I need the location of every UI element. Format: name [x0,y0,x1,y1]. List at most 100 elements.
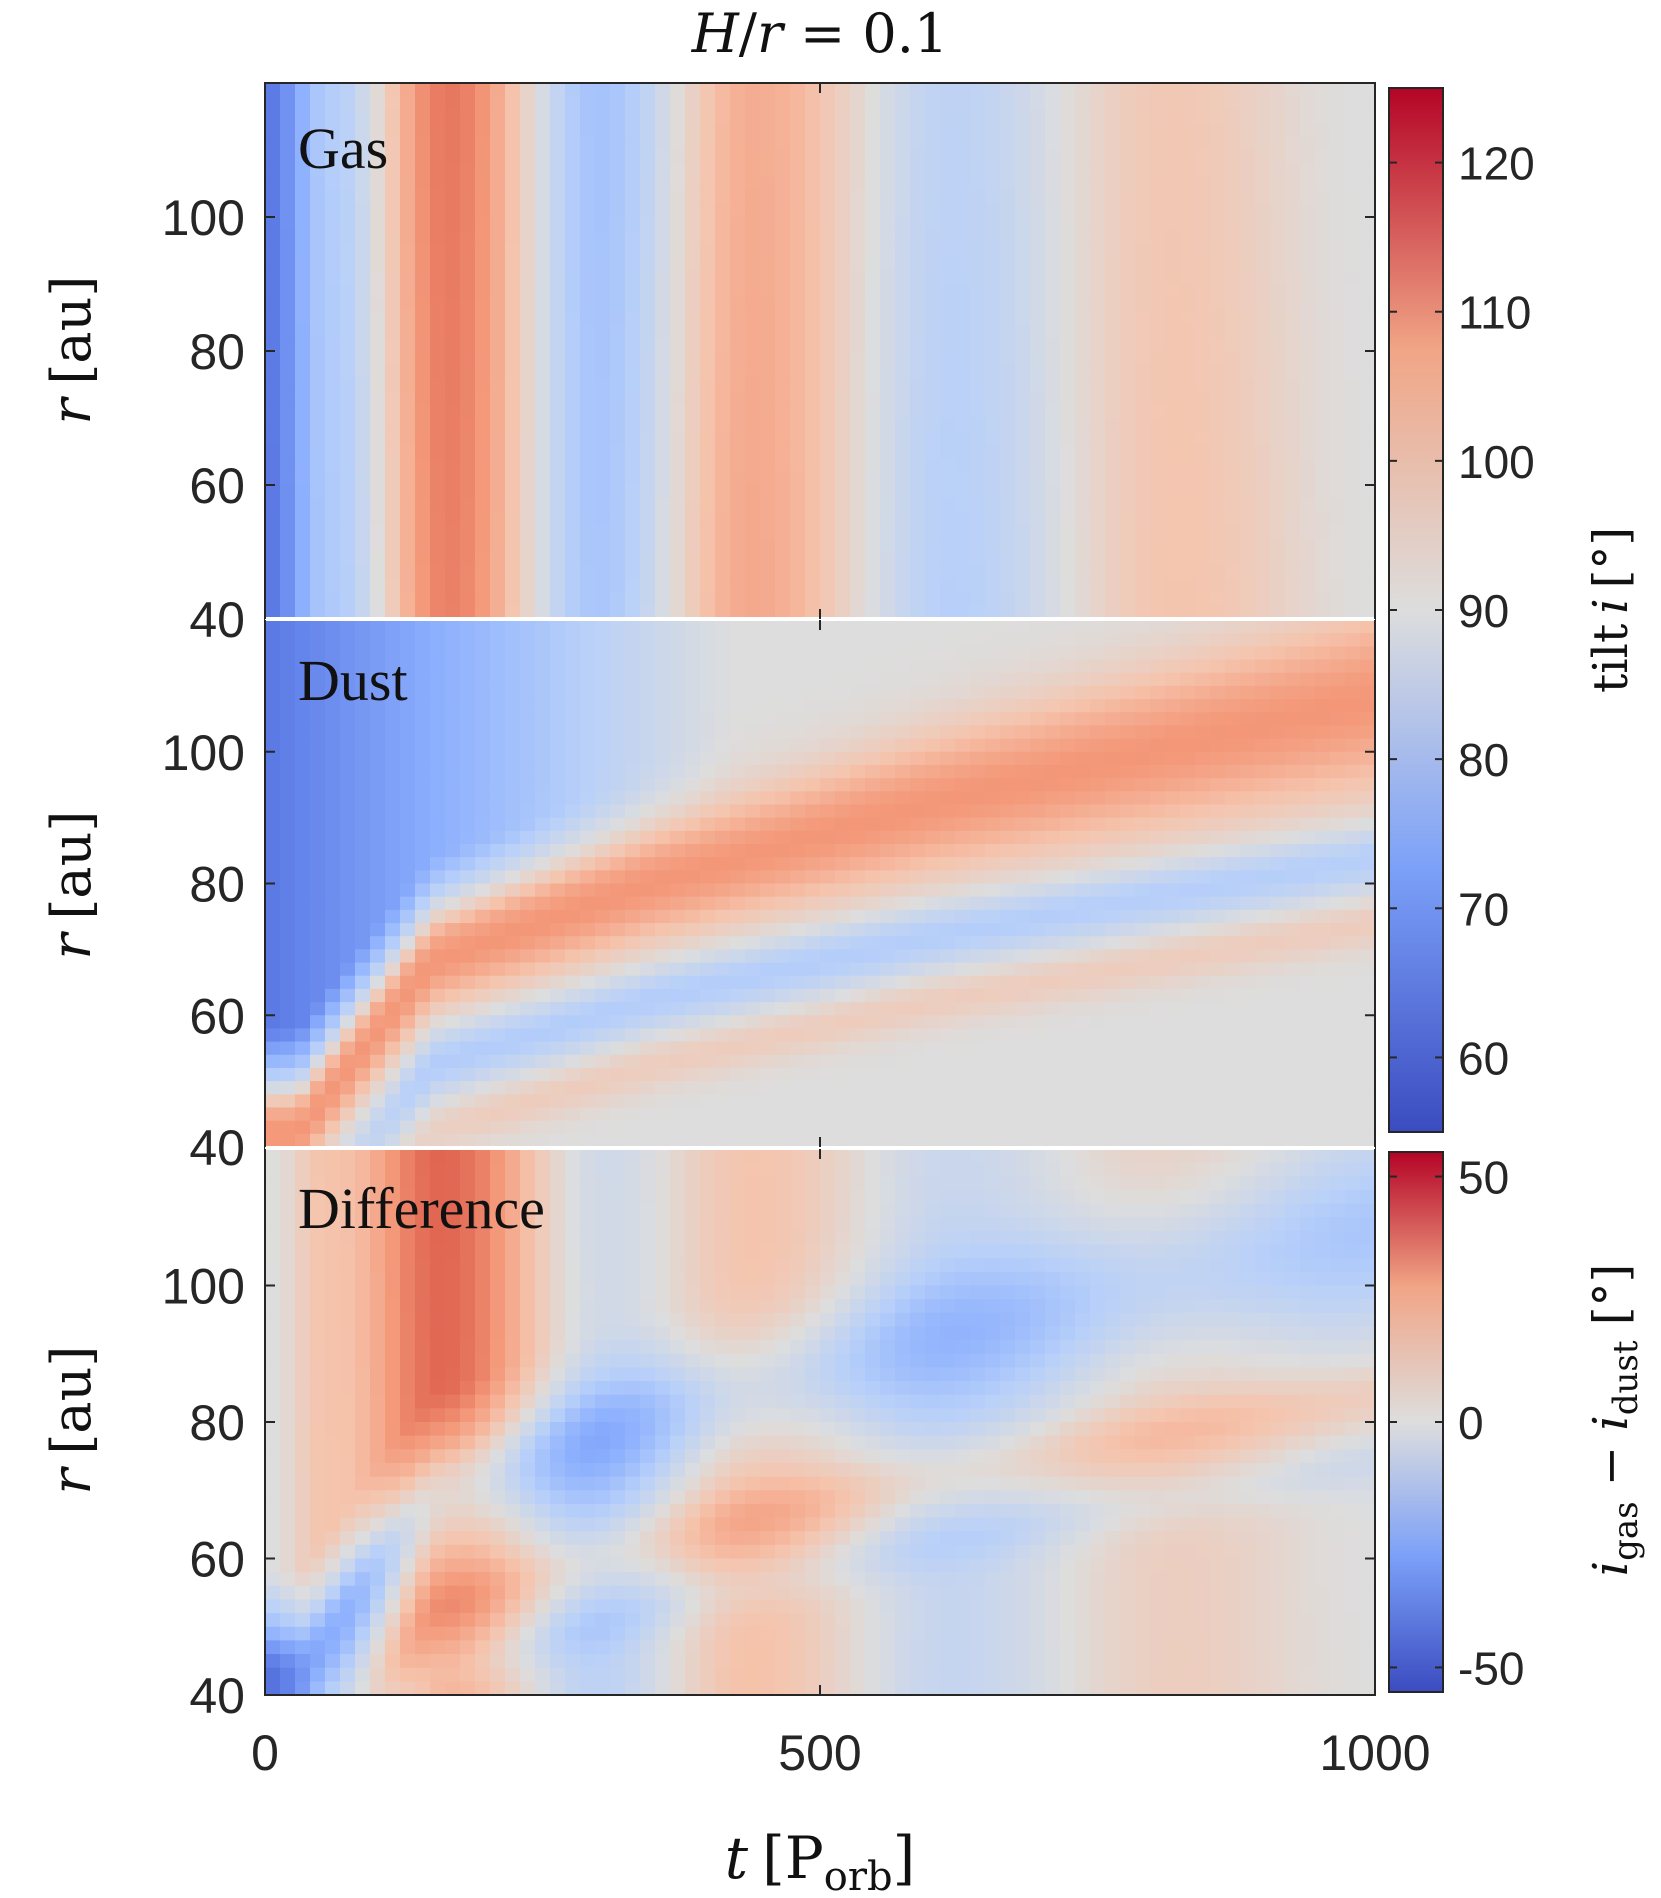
heatmap-cell [745,418,761,433]
heatmap-cell [715,909,731,924]
heatmap-cell [835,471,851,486]
heatmap-cell [970,620,986,634]
heatmap-cell [1000,843,1016,858]
heatmap-cell [730,83,746,98]
heatmap-cell [880,471,896,486]
heatmap-cell [670,896,686,911]
heatmap-cell [550,896,566,911]
heatmap-cell [925,791,941,806]
heatmap-cell [460,1107,476,1122]
heatmap-cell [760,791,776,806]
heatmap-cell [595,538,611,553]
heatmap-cell [940,1041,956,1056]
heatmap-cell [1090,431,1106,446]
heatmap-cell [745,646,761,661]
heatmap-cell [340,830,356,845]
heatmap-cell [475,672,491,687]
heatmap-cell [1270,525,1286,540]
heatmap-cell [595,1041,611,1056]
heatmap-cell [640,109,656,124]
heatmap-cell [985,525,1001,540]
heatmap-cell [325,1120,341,1135]
heatmap-cell [355,83,371,98]
heatmap-cell [370,633,386,648]
heatmap-cell [880,270,896,285]
heatmap-cell [565,725,581,740]
heatmap-cell [1315,96,1331,111]
heatmap-cell [265,351,281,366]
heatmap-cell [415,1041,431,1056]
heatmap-cell [835,123,851,138]
heatmap-cell [1240,538,1256,553]
heatmap-cell [505,578,521,593]
heatmap-cell [805,1133,821,1147]
heatmap-cell [415,578,431,593]
heatmap-cell [415,633,431,648]
heatmap-cell [865,1002,881,1017]
heatmap-cell [490,176,506,191]
heatmap-cell [565,364,581,379]
heatmap-cell [400,896,416,911]
heatmap-cell [910,672,926,687]
heatmap-cell [1300,203,1316,218]
heatmap-cell [1105,351,1121,366]
heatmap-cell [460,364,476,379]
heatmap-cell [550,923,566,938]
heatmap-cell [1210,511,1226,526]
heatmap-cell [385,699,401,714]
heatmap-cell [445,843,461,858]
heatmap-cell [475,203,491,218]
heatmap-cell [685,511,701,526]
heatmap-cell [760,712,776,727]
heatmap-cell [940,1120,956,1135]
heatmap-cell [1210,83,1226,98]
heatmap-cell [895,444,911,459]
heatmap-cell [1000,633,1016,648]
heatmap-cell [1255,203,1271,218]
heatmap-cell [1075,96,1091,111]
heatmap-cell [1345,458,1361,473]
heatmap-cell [550,83,566,98]
heatmap-cell [940,444,956,459]
heatmap-cell [805,817,821,832]
heatmap-cell [715,1054,731,1069]
heatmap-cell [475,738,491,753]
heatmap-cell [835,418,851,433]
heatmap-cell [580,843,596,858]
heatmap-cell [1135,150,1151,165]
heatmap-cell [1165,552,1181,567]
heatmap-cell [400,633,416,648]
heatmap-cell [460,498,476,513]
heatmap-cell [280,672,296,687]
heatmap-cell [745,936,761,951]
heatmap-cell [565,270,581,285]
heatmap-cell [1000,163,1016,178]
heatmap-cell [430,431,446,446]
heatmap-cell [700,988,716,1003]
heatmap-cell [1240,270,1256,285]
heatmap-cell [1000,605,1016,619]
heatmap-cell [520,310,536,325]
heatmap-cell [265,672,281,687]
heatmap-cell [670,431,686,446]
heatmap-cell [700,96,716,111]
heatmap-cell [670,843,686,858]
heatmap-cell [355,791,371,806]
heatmap-cell [475,870,491,885]
heatmap-cell [1225,230,1241,245]
heatmap-cell [655,1107,671,1122]
heatmap-cell [1285,605,1301,619]
heatmap-cell [1015,511,1031,526]
heatmap-cell [655,1067,671,1082]
heatmap-cell [910,699,926,714]
heatmap-cell [550,1028,566,1043]
heatmap-cell [460,672,476,687]
heatmap-cell [670,217,686,232]
heatmap-cell [955,975,971,990]
heatmap-cell [445,498,461,513]
heatmap-cell [970,592,986,607]
heatmap-cell [745,230,761,245]
heatmap-cell [520,857,536,872]
heatmap-cell [1180,203,1196,218]
heatmap-cell [430,511,446,526]
